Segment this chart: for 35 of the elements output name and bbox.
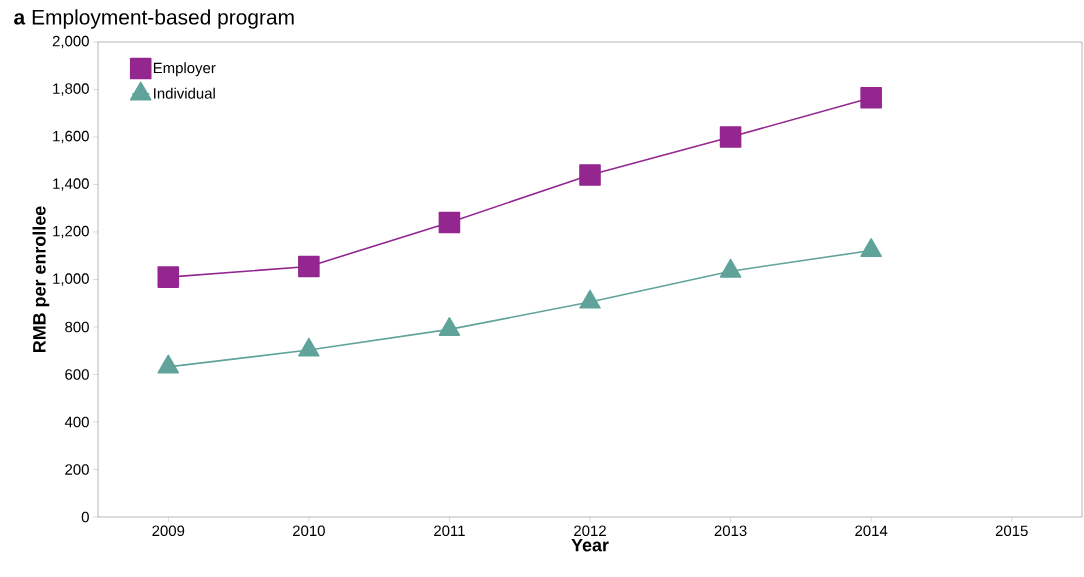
point	[719, 126, 742, 148]
point	[579, 289, 601, 309]
point	[579, 164, 601, 186]
x-tick-label: 2015	[995, 525, 1028, 537]
x-tick-label: 2009	[152, 525, 185, 537]
point	[298, 337, 320, 357]
y-axis-title: RMB per enrollee	[32, 206, 50, 353]
x-axis-title: Year	[571, 538, 609, 552]
y-tick-label: 600	[65, 369, 89, 380]
y-tick-label: 800	[65, 321, 89, 333]
legend-label: Employer	[153, 62, 216, 77]
point	[157, 354, 180, 374]
y-tick-label: 1,800	[53, 83, 89, 96]
point	[719, 258, 742, 278]
y-tick-label: 1,600	[53, 130, 89, 144]
x-tick-label: 2013	[714, 525, 747, 537]
x-tick-label: 2014	[855, 525, 888, 537]
point	[298, 255, 320, 278]
x-tick-label: 2010	[292, 525, 325, 537]
point	[860, 87, 882, 109]
y-tick-label: 1,000	[53, 273, 89, 286]
y-tick-label: 400	[64, 416, 89, 428]
y-tick-label: 1,200	[53, 225, 89, 239]
point	[157, 266, 180, 288]
y-tick-label: 200	[65, 464, 89, 475]
x-tick-label: 2012	[574, 525, 606, 537]
point	[860, 238, 882, 258]
point	[438, 211, 461, 234]
legend-label: Individual	[154, 87, 215, 99]
y-tick-label: 0	[81, 511, 89, 523]
y-tick-label: 1,400	[53, 178, 89, 191]
y-tick-label: 2,000	[52, 35, 89, 49]
point	[438, 317, 461, 336]
x-tick-label: 2011	[434, 525, 465, 537]
chart-title: a Employment-based program	[14, 9, 294, 29]
